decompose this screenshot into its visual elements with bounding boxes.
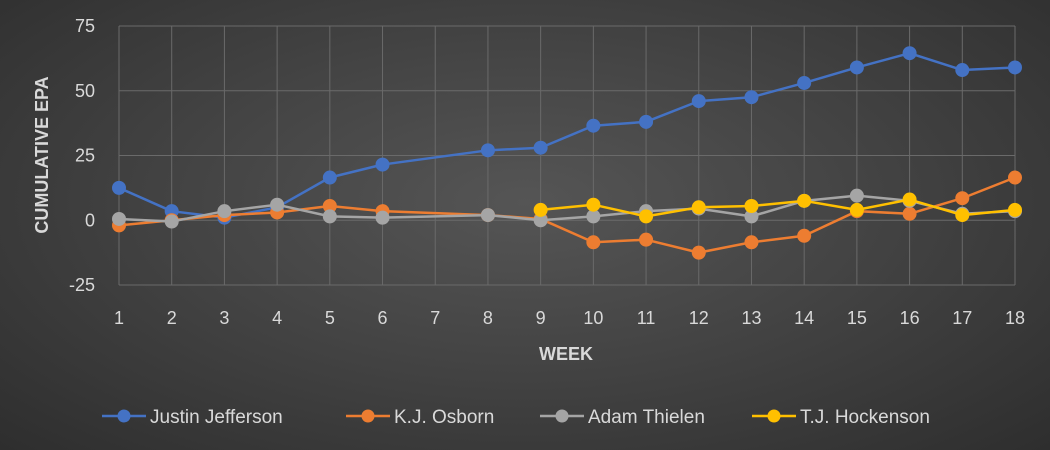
- data-point: [744, 90, 759, 105]
- data-point: [797, 193, 812, 208]
- data-point: [480, 143, 495, 158]
- x-tick-label: 5: [325, 308, 335, 328]
- data-point: [164, 214, 179, 229]
- y-axis-title: CUMULATIVE EPA: [32, 76, 52, 233]
- x-tick-label: 18: [1005, 308, 1025, 328]
- legend-label: Justin Jefferson: [150, 407, 283, 428]
- x-tick-label: 7: [430, 308, 440, 328]
- data-point: [902, 46, 917, 61]
- x-tick-label: 14: [794, 308, 814, 328]
- x-axis-title: WEEK: [539, 344, 593, 364]
- series-layer: [112, 46, 1022, 260]
- data-point: [322, 170, 337, 185]
- x-axis-ticks: 1 2 3 4 5 6 7 8 9 10 11 12 13 14 15 16 17 18: [114, 308, 1025, 328]
- x-tick-label: 6: [378, 308, 388, 328]
- data-point: [586, 235, 601, 250]
- legend-dot-marker: [361, 409, 375, 423]
- legend: Justin Jefferson K.J. Osborn Adam Thielen T…: [102, 407, 930, 428]
- data-point: [955, 63, 970, 78]
- y-tick-label: 0: [85, 210, 95, 230]
- data-point: [1008, 202, 1022, 217]
- data-point: [744, 199, 759, 214]
- data-point: [639, 114, 654, 129]
- data-point: [691, 245, 706, 260]
- data-point: [375, 157, 390, 172]
- y-tick-label: -25: [69, 275, 95, 295]
- data-point: [270, 197, 285, 212]
- gridlines: [118, 25, 1016, 286]
- legend-item-t-j-hockenson: T.J. Hockenson: [752, 407, 930, 428]
- data-point: [480, 208, 495, 223]
- x-tick-label: 4: [272, 308, 282, 328]
- legend-item-k-j-osborn: K.J. Osborn: [346, 407, 494, 428]
- y-axis-ticks: -25 0 25 50 75: [69, 16, 95, 295]
- x-tick-label: 11: [637, 308, 656, 328]
- data-point: [639, 232, 654, 247]
- data-point: [902, 192, 917, 207]
- legend-label: Adam Thielen: [588, 407, 705, 428]
- x-tick-label: 2: [167, 308, 177, 328]
- data-point: [849, 188, 864, 203]
- data-point: [1008, 170, 1022, 185]
- data-point: [533, 140, 548, 155]
- data-point: [849, 202, 864, 217]
- series-line-k-j-osborn: [118, 176, 1016, 254]
- legend-dot-marker: [117, 409, 131, 423]
- x-tick-label: 16: [900, 308, 920, 328]
- data-point: [902, 206, 917, 221]
- x-tick-label: 13: [741, 308, 761, 328]
- data-point: [955, 191, 970, 206]
- legend-item-justin-jefferson: Justin Jefferson: [102, 407, 283, 428]
- x-tick-label: 12: [689, 308, 709, 328]
- series-line-justin-jefferson: [118, 51, 1016, 219]
- data-point: [744, 235, 759, 250]
- data-point: [217, 204, 232, 219]
- legend-item-adam-thielen: Adam Thielen: [540, 407, 705, 428]
- legend-dot-marker: [767, 409, 781, 423]
- data-point: [797, 75, 812, 90]
- data-point: [112, 180, 126, 195]
- data-point: [375, 210, 390, 225]
- series-line-t-j-hockenson: [540, 198, 1016, 218]
- data-point: [322, 209, 337, 224]
- series-k-j-osborn: [112, 170, 1022, 260]
- x-tick-label: 8: [483, 308, 493, 328]
- legend-dot-marker: [555, 409, 569, 423]
- x-tick-label: 1: [114, 308, 124, 328]
- series-t-j-hockenson: [533, 192, 1022, 224]
- y-tick-label: 75: [75, 16, 95, 36]
- data-point: [112, 211, 126, 226]
- legend-label: T.J. Hockenson: [800, 407, 930, 428]
- data-point: [1008, 60, 1022, 75]
- data-point: [849, 60, 864, 75]
- data-point: [533, 202, 548, 217]
- x-tick-label: 17: [952, 308, 972, 328]
- data-point: [955, 208, 970, 223]
- data-point: [639, 209, 654, 224]
- series-adam-thielen: [112, 188, 1022, 229]
- x-tick-label: 3: [219, 308, 229, 328]
- y-tick-label: 25: [75, 146, 95, 166]
- data-point: [586, 197, 601, 212]
- data-point: [797, 228, 812, 243]
- data-point: [691, 94, 706, 109]
- x-tick-label: 10: [583, 308, 603, 328]
- data-point: [586, 118, 601, 133]
- data-point: [586, 209, 601, 224]
- legend-label: K.J. Osborn: [394, 407, 494, 428]
- x-tick-label: 15: [847, 308, 867, 328]
- data-point: [691, 200, 706, 215]
- y-tick-label: 50: [75, 81, 95, 101]
- series-line-adam-thielen: [118, 194, 1016, 223]
- x-tick-label: 9: [536, 308, 546, 328]
